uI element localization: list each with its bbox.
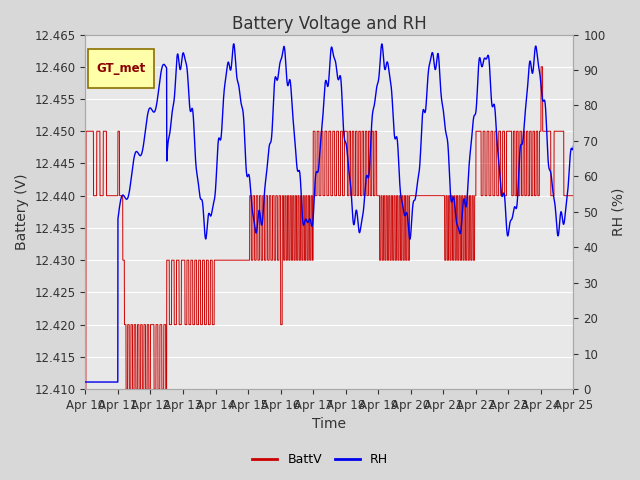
Text: GT_met: GT_met <box>96 62 145 75</box>
X-axis label: Time: Time <box>312 418 346 432</box>
Legend: BattV, RH: BattV, RH <box>248 448 392 471</box>
Title: Battery Voltage and RH: Battery Voltage and RH <box>232 15 427 33</box>
FancyBboxPatch shape <box>88 49 154 88</box>
Y-axis label: RH (%): RH (%) <box>611 188 625 236</box>
Y-axis label: Battery (V): Battery (V) <box>15 174 29 250</box>
